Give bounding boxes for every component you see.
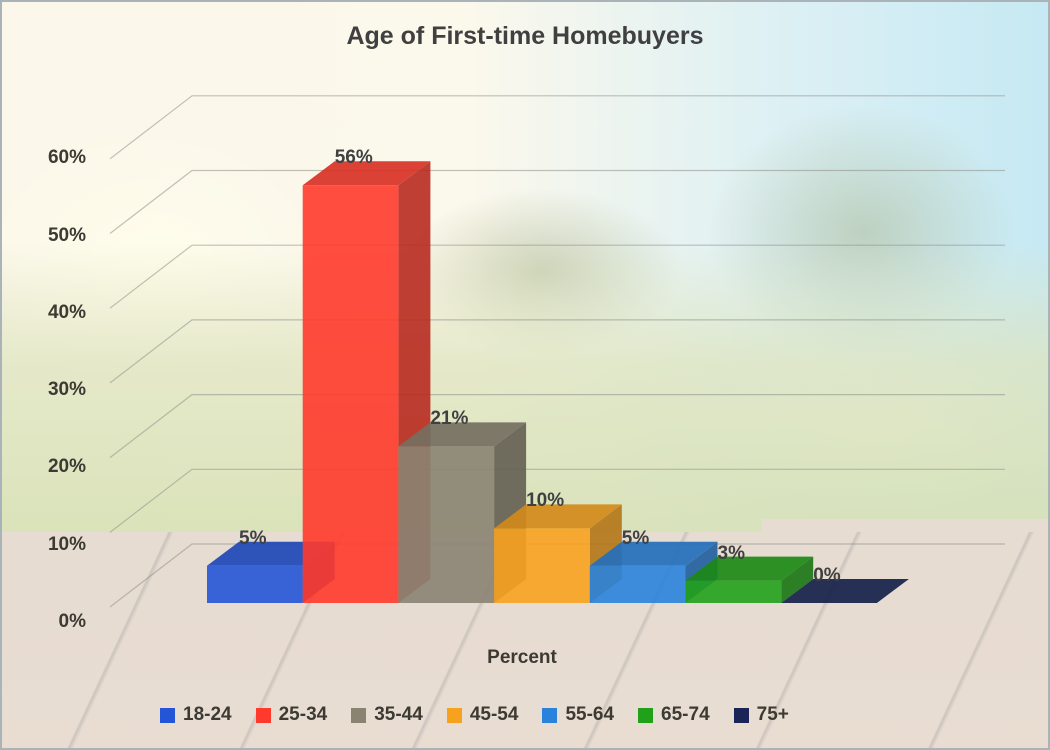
gridline	[109, 169, 1005, 234]
legend-swatch	[638, 707, 654, 723]
legend-label: 35-44	[374, 704, 423, 725]
gridline	[109, 468, 1005, 533]
legend-swatch	[542, 707, 558, 723]
y-tick-label: 20%	[47, 456, 86, 478]
gridline	[109, 543, 1005, 608]
y-tick-label: 30%	[47, 379, 86, 401]
data-label: 10%	[526, 490, 565, 512]
legend-label: 55-64	[565, 704, 615, 725]
bar-25-34[interactable]	[302, 161, 431, 604]
gridline	[109, 244, 1005, 309]
legend-swatch	[733, 707, 749, 723]
legend-label: 75+	[756, 704, 789, 725]
data-label: 5%	[621, 527, 650, 549]
background-wood-edge	[762, 519, 1048, 533]
y-tick-label: 50%	[47, 224, 86, 246]
gridline	[109, 394, 1005, 459]
legend-item-75+[interactable]: 75+	[733, 704, 789, 726]
data-label: 3%	[717, 542, 745, 564]
data-label: 0%	[813, 565, 841, 586]
y-tick-label: 60%	[47, 147, 86, 169]
y-tick-label: 10%	[47, 533, 86, 555]
legend-label: 18-24	[183, 704, 232, 725]
data-label: 5%	[239, 527, 267, 549]
bar-75+[interactable]	[781, 579, 909, 603]
legend-label: 65-74	[661, 704, 710, 725]
gridline	[109, 95, 1005, 160]
legend-swatch	[255, 707, 271, 723]
legend-item-65-74[interactable]: 65-74	[638, 704, 710, 726]
legend-label: 25-34	[278, 704, 328, 725]
gridline	[109, 319, 1005, 384]
y-tick-label: 0%	[58, 611, 86, 632]
legend: 18-24 25-34 35-44 45-54 55-64 65-74 75+	[160, 704, 813, 726]
legend-item-18-24[interactable]: 18-24	[160, 704, 232, 726]
legend-swatch	[351, 707, 367, 723]
legend-swatch	[160, 707, 175, 723]
data-label: 21%	[430, 408, 469, 430]
legend-item-25-34[interactable]: 25-34	[255, 704, 328, 726]
legend-item-45-54[interactable]: 45-54	[446, 704, 519, 726]
y-tick-label: 40%	[47, 301, 86, 323]
data-label: 56%	[334, 147, 373, 169]
x-axis-label: Percent	[487, 647, 557, 668]
bar-65-74[interactable]	[685, 556, 814, 603]
chart-title: Age of First-time Homebuyers	[346, 22, 704, 50]
legend-item-35-44[interactable]: 35-44	[351, 704, 423, 726]
legend-item-55-64[interactable]: 55-64	[542, 704, 614, 726]
legend-swatch	[446, 707, 462, 723]
legend-label: 45-54	[469, 704, 519, 725]
